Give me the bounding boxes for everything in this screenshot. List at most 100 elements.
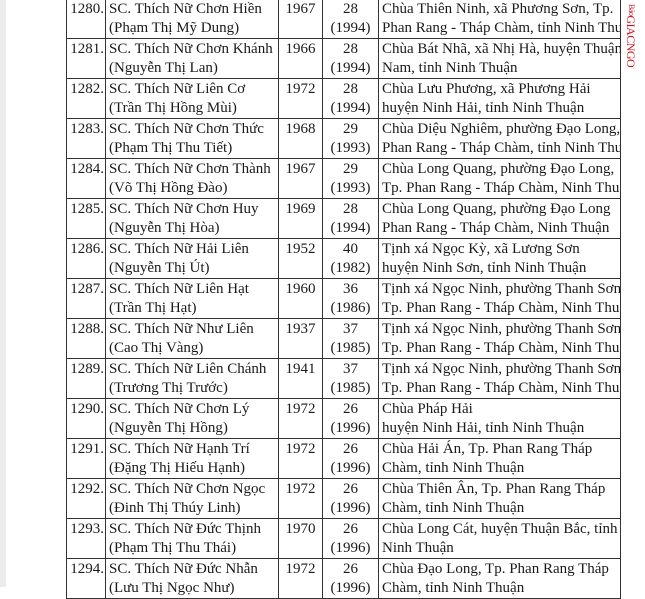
age-line: (1985) bbox=[330, 380, 371, 396]
row-number: 1294. bbox=[66, 558, 106, 599]
address-cell: Chùa Đạo Long, Tp. Phan Rang Tháp Chàm, t… bbox=[378, 558, 621, 599]
name-cell: SC. Thích Nữ Chơn Lý (Nguyễn Thị Hồng) bbox=[105, 398, 279, 439]
address-line: Tp. Phan Rang - Tháp Chàm, Ninh Thuận bbox=[382, 340, 621, 356]
address-line: huyện Ninh Hải, tỉnh Ninh Thuận bbox=[382, 100, 585, 116]
name-line: (Nguyễn Thị Lan) bbox=[109, 60, 218, 76]
watermark-name: GIACNGO bbox=[624, 15, 638, 68]
table-row: 1292. SC. Thích Nữ Chơn Ngọc (Đinh Thị Thú… bbox=[66, 478, 621, 519]
row-number-line: 1280. bbox=[70, 1, 104, 17]
row-number: 1281. bbox=[66, 38, 106, 79]
address-cell: Tịnh xá Ngọc Ninh, phường Thanh Sơn, Tp. … bbox=[378, 358, 621, 399]
age-line: 26 bbox=[343, 441, 358, 457]
row-number-line: 1291. bbox=[70, 441, 104, 457]
name-line: (Đặng Thị Hiếu Hạnh) bbox=[109, 460, 245, 476]
address-line: Phan Rang - Tháp Chàm, tỉnh Ninh Thuận bbox=[382, 140, 621, 156]
row-number: 1284. bbox=[66, 158, 106, 199]
age-line: 26 bbox=[343, 401, 358, 417]
address-line: Phan Rang - Tháp Chàm, tỉnh Ninh Thuận bbox=[382, 20, 621, 36]
name-cell: SC. Thích Nữ Liên Hạt (Trần Thị Hạt) bbox=[105, 278, 279, 319]
address-line: Chùa Long Cát, huyện Thuận Bắc, tỉnh bbox=[382, 521, 618, 537]
age-line: (1985) bbox=[330, 340, 371, 356]
name-line: (Nguyễn Thị Hồng) bbox=[109, 420, 228, 436]
name-line: SC. Thích Nữ Liên Chánh bbox=[109, 361, 267, 377]
address-line: Chùa Bát Nhã, xã Nhị Hà, huyện Thuận bbox=[382, 41, 621, 57]
address-line: Tp. Phan Rang - Tháp Chàm, Ninh Thuận bbox=[382, 180, 621, 196]
address-line: Ninh Thuận bbox=[382, 540, 454, 556]
birth-year-cell: 1952 bbox=[278, 238, 323, 279]
name-line: (Phạm Thị Mỹ Dung) bbox=[109, 20, 240, 36]
name-line: SC. Thích Nữ Liên Hạt bbox=[109, 281, 249, 297]
address-line: Chàm, tỉnh Ninh Thuận bbox=[382, 580, 525, 596]
table-row: 1291. SC. Thích Nữ Hạnh Trí (Đặng Thị Hiếu… bbox=[66, 438, 621, 479]
row-number-line: 1289. bbox=[70, 361, 104, 377]
row-number: 1287. bbox=[66, 278, 106, 319]
ordination-list-table: 1280. SC. Thích Nữ Chơn Hiền (Phạm Thị Mỹ … bbox=[66, 0, 621, 599]
name-line: SC. Thích Nữ Chơn Hiền bbox=[109, 1, 262, 17]
address-cell: Tịnh xá Ngọc Kỳ, xã Lương Sơn huyện Ninh … bbox=[378, 238, 621, 279]
name-line: SC. Thích Nữ Chơn Huy bbox=[109, 201, 259, 217]
table-row: 1293. SC. Thích Nữ Đức Thịnh (Phạm Thị Thu… bbox=[66, 518, 621, 559]
table-row: 1290. SC. Thích Nữ Chơn Lý (Nguyễn Thị Hồn… bbox=[66, 398, 621, 439]
age-line: (1996) bbox=[330, 500, 371, 516]
birth-year-line: 1970 bbox=[285, 521, 316, 537]
name-cell: SC. Thích Nữ Hải Liên (Nguyễn Thị Út) bbox=[105, 238, 279, 279]
age-cell: 26 (1996) bbox=[322, 558, 379, 599]
address-line: Chùa Thiên Ninh, xã Phương Sơn, Tp. bbox=[382, 1, 614, 17]
age-line: 37 bbox=[343, 361, 358, 377]
birth-year-line: 1972 bbox=[285, 81, 316, 97]
address-line: Nam, tỉnh Ninh Thuận bbox=[382, 60, 518, 76]
name-cell: SC. Thích Nữ Chơn Thức (Phạm Thị Thu Tiết… bbox=[105, 118, 279, 159]
row-number: 1291. bbox=[66, 438, 106, 479]
name-cell: SC. Thích Nữ Hạnh Trí (Đặng Thị Hiếu Hạnh… bbox=[105, 438, 279, 479]
name-line: SC. Thích Nữ Đức Nhẫn bbox=[109, 561, 258, 577]
age-line: (1996) bbox=[330, 540, 371, 556]
birth-year-line: 1968 bbox=[285, 121, 316, 137]
table-row: 1285. SC. Thích Nữ Chơn Huy (Nguyễn Thị Hò… bbox=[66, 198, 621, 239]
birth-year-cell: 1969 bbox=[278, 198, 323, 239]
address-line: Tp. Phan Rang - Tháp Chàm, Ninh Thuận bbox=[382, 380, 621, 396]
address-cell: Tịnh xá Ngọc Ninh, phường Thanh Sơn, Tp. … bbox=[378, 278, 621, 319]
name-line: (Võ Thị Hồng Đào) bbox=[109, 180, 228, 196]
row-number-line: 1281. bbox=[70, 41, 104, 57]
watermark-prefix: Báo bbox=[627, 4, 636, 16]
name-cell: SC. Thích Nữ Chơn Khánh (Nguyễn Thị Lan) bbox=[105, 38, 279, 79]
name-cell: SC. Thích Nữ Chơn Ngọc (Đinh Thị Thúy Lin… bbox=[105, 478, 279, 519]
table-row: 1282. SC. Thích Nữ Liên Cơ (Trần Thị Hồng … bbox=[66, 78, 621, 119]
address-line: Chàm, tỉnh Ninh Thuận bbox=[382, 500, 525, 516]
birth-year-line: 1972 bbox=[285, 441, 316, 457]
age-line: 26 bbox=[343, 521, 358, 537]
age-cell: 28 (1994) bbox=[322, 38, 379, 79]
table-row: 1294. SC. Thích Nữ Đức Nhẫn (Lưu Thị Ngọc … bbox=[66, 558, 621, 599]
birth-year-cell: 1941 bbox=[278, 358, 323, 399]
row-number-line: 1287. bbox=[70, 281, 104, 297]
birth-year-line: 1960 bbox=[285, 281, 316, 297]
age-line: 36 bbox=[343, 281, 358, 297]
birth-year-line: 1972 bbox=[285, 561, 316, 577]
age-line: (1994) bbox=[330, 20, 371, 36]
address-line: Chùa Diệu Nghiêm, phường Đạo Long, Tp. bbox=[382, 121, 621, 137]
age-line: (1993) bbox=[330, 140, 371, 156]
address-cell: Chùa Thiên Ninh, xã Phương Sơn, Tp. Phan … bbox=[378, 0, 621, 39]
address-line: Chùa Long Quang, phường Đạo Long bbox=[382, 201, 611, 217]
address-line: Tp. Phan Rang - Tháp Chàm, Ninh Thuận bbox=[382, 300, 621, 316]
address-cell: Chùa Bát Nhã, xã Nhị Hà, huyện Thuận Nam,… bbox=[378, 38, 621, 79]
table-row: 1283. SC. Thích Nữ Chơn Thức (Phạm Thị Thu… bbox=[66, 118, 621, 159]
age-line: 40 bbox=[343, 241, 358, 257]
birth-year-cell: 1966 bbox=[278, 38, 323, 79]
name-line: (Lưu Thị Ngọc Như) bbox=[109, 580, 235, 596]
birth-year-line: 1967 bbox=[285, 1, 316, 17]
age-line: (1996) bbox=[330, 460, 371, 476]
address-cell: Chùa Thiên Ân, Tp. Phan Rang Tháp Chàm, t… bbox=[378, 478, 621, 519]
address-cell: Chùa Long Cát, huyện Thuận Bắc, tỉnh Ninh… bbox=[378, 518, 621, 559]
row-number: 1293. bbox=[66, 518, 106, 559]
name-line: SC. Thích Nữ Như Liên bbox=[109, 321, 254, 337]
name-cell: SC. Thích Nữ Liên Cơ (Trần Thị Hồng Mùi) bbox=[105, 78, 279, 119]
address-cell: Chùa Hải Án, Tp. Phan Rang Tháp Chàm, tỉn… bbox=[378, 438, 621, 479]
age-cell: 28 (1994) bbox=[322, 78, 379, 119]
table-row: 1287. SC. Thích Nữ Liên Hạt (Trần Thị Hạt)… bbox=[66, 278, 621, 319]
age-cell: 26 (1996) bbox=[322, 438, 379, 479]
address-cell: Chùa Diệu Nghiêm, phường Đạo Long, Tp. Ph… bbox=[378, 118, 621, 159]
row-number: 1292. bbox=[66, 478, 106, 519]
address-line: Phan Rang - Tháp Chàm, Ninh Thuận bbox=[382, 220, 610, 236]
name-line: SC. Thích Nữ Chơn Thành bbox=[109, 161, 271, 177]
